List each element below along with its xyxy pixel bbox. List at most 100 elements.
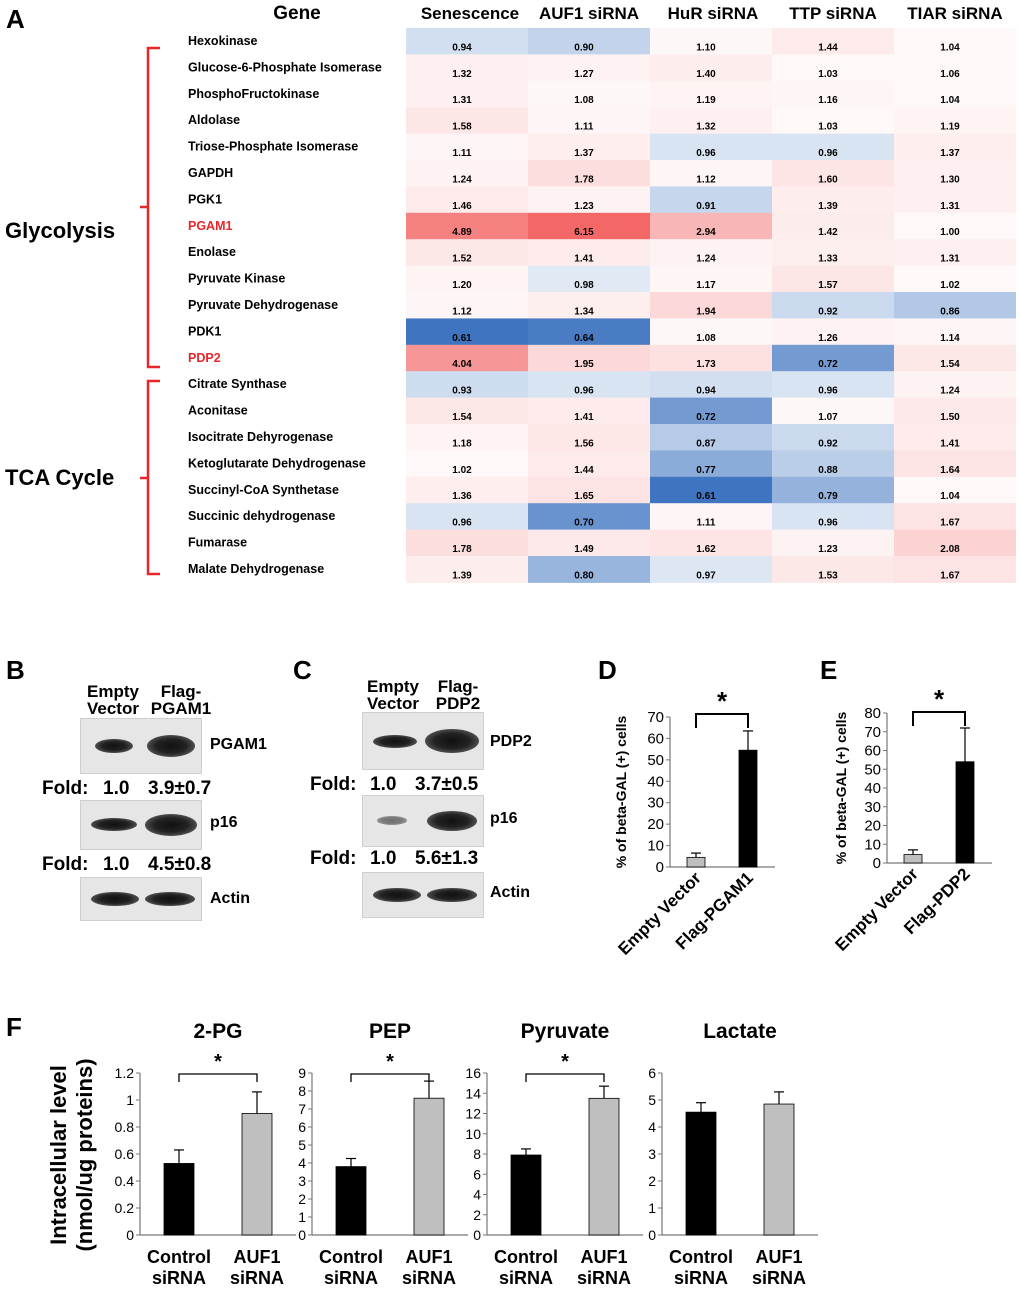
bar: [738, 749, 758, 868]
heatmap-cell-value: 1.03: [818, 69, 838, 80]
heatmap-cell-value: 0.93: [452, 386, 472, 397]
heatmap-cell: [528, 107, 650, 135]
heatmap-cell-value: 1.18: [452, 438, 472, 449]
chart-title: Lactate: [703, 1020, 777, 1043]
y-tick-label: 9: [298, 1065, 306, 1081]
heatmap-cell-value: 0.96: [818, 386, 838, 397]
heatmap-cell-value: 0.80: [574, 570, 594, 581]
heatmap-cell: [406, 107, 528, 135]
heatmap-gene-label: Citrate Synthase: [188, 377, 287, 391]
y-tick-label: 40: [647, 773, 664, 790]
heatmap-cell-value: 1.42: [818, 227, 838, 238]
heatmap-cell-value: 1.41: [574, 254, 594, 265]
heatmap-cell: [772, 476, 894, 504]
heatmap-cell: [650, 107, 772, 135]
y-tick-label: 0: [648, 1227, 656, 1243]
significance-star: *: [214, 1051, 222, 1073]
panel-label-b: B: [6, 655, 25, 685]
heatmap-cell-value: 1.44: [574, 465, 594, 476]
heatmap-cell: [894, 186, 1016, 214]
heatmap-cell-value: 0.72: [818, 359, 838, 370]
y-tick-label: 0.6: [115, 1146, 135, 1162]
heatmap-cell-value: 1.33: [818, 254, 838, 265]
blot-b-fold-empty: 1.0: [103, 854, 130, 875]
significance-star: *: [386, 1051, 394, 1073]
blot-b-pgam1: [80, 718, 202, 774]
y-tick-label: 0: [873, 855, 881, 872]
heatmap-cell: [528, 80, 650, 108]
heatmap-gene-label: Succinyl-CoA Synthetase: [188, 483, 339, 497]
bar: [335, 1166, 367, 1236]
heatmap-cell: [772, 450, 894, 478]
heatmap-cell: [650, 133, 772, 161]
heatmap-cell-value: 1.04: [940, 42, 960, 53]
heatmap-cell-value: 0.88: [818, 465, 838, 476]
bar: [685, 1111, 717, 1236]
x-tick-label: Empty Vector: [832, 864, 923, 955]
y-tick-label: 50: [647, 752, 664, 769]
heatmap-cell-value: 1.24: [940, 386, 960, 397]
blot-c-fold-flag: 5.6±1.3: [415, 848, 479, 869]
heatmap-cell-value: 2.94: [696, 227, 716, 238]
blot-b-actin: [80, 877, 202, 921]
blot-b-label-actin: Actin: [210, 890, 250, 907]
x-tick-label: siRNA: [152, 1268, 206, 1288]
heatmap-cell-value: 1.31: [940, 254, 960, 265]
heatmap-cell: [650, 503, 772, 531]
heatmap-cell-value: 1.24: [452, 174, 472, 185]
y-tick-label: 4: [298, 1155, 306, 1171]
heatmap-gene-label: Pyruvate Kinase: [188, 272, 285, 286]
heatmap-cell-value: 1.36: [452, 491, 472, 502]
blot-b-header-empty-vector: Empty Vector: [87, 682, 139, 718]
chart-title: Pyruvate: [521, 1020, 610, 1043]
blot-c-p16: [362, 795, 484, 847]
heatmap-cell: [406, 265, 528, 293]
heatmap-gene-label: Malate Dehydrogenase: [188, 562, 324, 576]
heatmap-cell: [650, 239, 772, 267]
heatmap-cell: [650, 424, 772, 451]
heatmap-cell-value: 1.39: [452, 570, 472, 581]
x-tick-label: siRNA: [230, 1268, 284, 1288]
heatmap-cell: [650, 28, 772, 55]
significance-star: *: [561, 1051, 569, 1073]
heatmap-cell: [894, 292, 1016, 319]
y-tick-label: 16: [465, 1065, 481, 1081]
heatmap-cell-value: 1.60: [818, 174, 838, 185]
y-tick-label: 10: [647, 838, 664, 855]
heatmap-cell: [528, 344, 650, 372]
y-tick-label: 2: [298, 1191, 306, 1207]
x-tick-label: AUF1: [405, 1247, 452, 1267]
significance-bracket: [525, 1073, 605, 1082]
heatmap-cell: [772, 265, 894, 293]
heatmap-cell-value: 1.95: [574, 359, 594, 370]
bar: [763, 1103, 795, 1236]
heatmap-cell: [650, 318, 772, 346]
blot-band: [91, 818, 137, 831]
heatmap-cell-value: 1.40: [696, 69, 716, 80]
heatmap-cell-value: 1.53: [818, 570, 838, 581]
heatmap-cell-value: 0.61: [696, 491, 716, 502]
y-tick-label: 6: [648, 1065, 656, 1081]
heatmap-cell: [406, 292, 528, 319]
heatmap-column-header: Senescence: [421, 4, 519, 23]
blot-c-header-flag-pdp2: Flag- PDP2: [435, 677, 481, 713]
heatmap-cell: [650, 160, 772, 187]
heatmap-cell: [772, 344, 894, 372]
heatmap-cell: [406, 160, 528, 187]
blot-band: [377, 816, 407, 825]
heatmap-gene-label: Ketoglutarate Dehydrogenase: [188, 456, 366, 470]
y-tick-label: 80: [864, 705, 881, 722]
heatmap-cell-value: 0.70: [574, 518, 594, 529]
y-axis-label-line: (nmol/ug proteins): [72, 1058, 97, 1251]
heatmap-cell: [772, 186, 894, 214]
heatmap-cell-value: 1.31: [940, 201, 960, 212]
x-tick-label: AUF1: [233, 1247, 280, 1267]
heatmap-cell-value: 1.06: [940, 69, 960, 80]
heatmap-cell-value: 1.65: [574, 491, 594, 502]
blot-b-fold-label: Fold:: [42, 854, 89, 875]
heatmap-cell: [772, 503, 894, 531]
blot-band: [373, 735, 417, 748]
group-label-glycolysis: Glycolysis: [5, 218, 115, 243]
